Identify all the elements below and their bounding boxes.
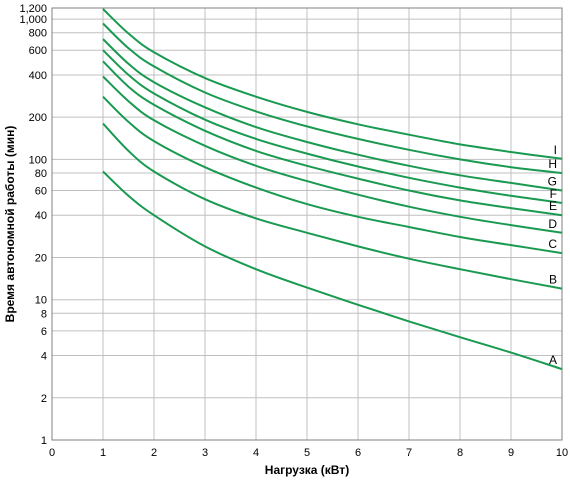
series-line-a — [102, 170, 563, 371]
series-line-c — [102, 95, 563, 255]
series-label-c: C — [548, 237, 557, 251]
series-label-h: H — [548, 157, 557, 171]
series-line-g — [102, 38, 563, 192]
series-line-i — [102, 8, 563, 160]
y-tick-label: 4 — [41, 351, 47, 363]
y-tick-label: 100 — [29, 154, 47, 166]
y-tick-label: 200 — [29, 112, 47, 124]
series-label-g: G — [548, 175, 557, 189]
y-tick-label: 40 — [35, 210, 47, 222]
x-axis-ticks: 0 1 2 3 4 5 6 7 8 9 10 — [49, 447, 568, 459]
x-tick-label: 10 — [556, 447, 568, 459]
x-tick-label: 7 — [406, 447, 412, 459]
x-tick-label: 4 — [253, 447, 259, 459]
y-tick-label: 60 — [35, 186, 47, 198]
y-tick-label: 6 — [41, 326, 47, 338]
series-line-e — [102, 60, 563, 217]
y-axis-label: Время автономной работы (мин) — [3, 126, 17, 323]
y-tick-label: 1 — [41, 435, 47, 447]
series-label-a: A — [549, 353, 557, 367]
x-tick-label: 0 — [49, 447, 55, 459]
y-tick-label: 2 — [41, 393, 47, 405]
series-line-b — [102, 122, 563, 290]
y-tick-label: 400 — [29, 70, 47, 82]
series-label-f: F — [550, 187, 557, 201]
series-label-i: I — [554, 143, 557, 157]
y-tick-label: 10 — [35, 295, 47, 307]
series-line-d — [102, 75, 563, 234]
series-label-b: B — [549, 273, 557, 287]
y-tick-label: 8 — [41, 308, 47, 320]
x-tick-label: 1 — [100, 447, 106, 459]
series-lines — [102, 8, 563, 371]
series-label-e: E — [549, 199, 557, 213]
y-tick-label: 800 — [29, 28, 47, 40]
y-tick-label: 600 — [29, 45, 47, 57]
y-tick-label: 20 — [35, 252, 47, 264]
y-tick-label: 80 — [35, 168, 47, 180]
x-tick-label: 5 — [304, 447, 310, 459]
x-tick-label: 3 — [202, 447, 208, 459]
x-tick-label: 8 — [457, 447, 463, 459]
x-tick-label: 2 — [151, 447, 157, 459]
plot-area-border — [51, 7, 563, 441]
x-tick-label: 9 — [508, 447, 514, 459]
x-axis-label: Нагрузка (кВт) — [265, 463, 349, 477]
y-tick-label: 1,200 — [19, 3, 47, 15]
series-line-f — [102, 49, 563, 204]
series-label-d: D — [548, 217, 557, 231]
grid — [51, 7, 563, 441]
x-tick-label: 6 — [355, 447, 361, 459]
y-tick-label: 1,000 — [19, 14, 47, 26]
series-line-h — [102, 22, 563, 174]
